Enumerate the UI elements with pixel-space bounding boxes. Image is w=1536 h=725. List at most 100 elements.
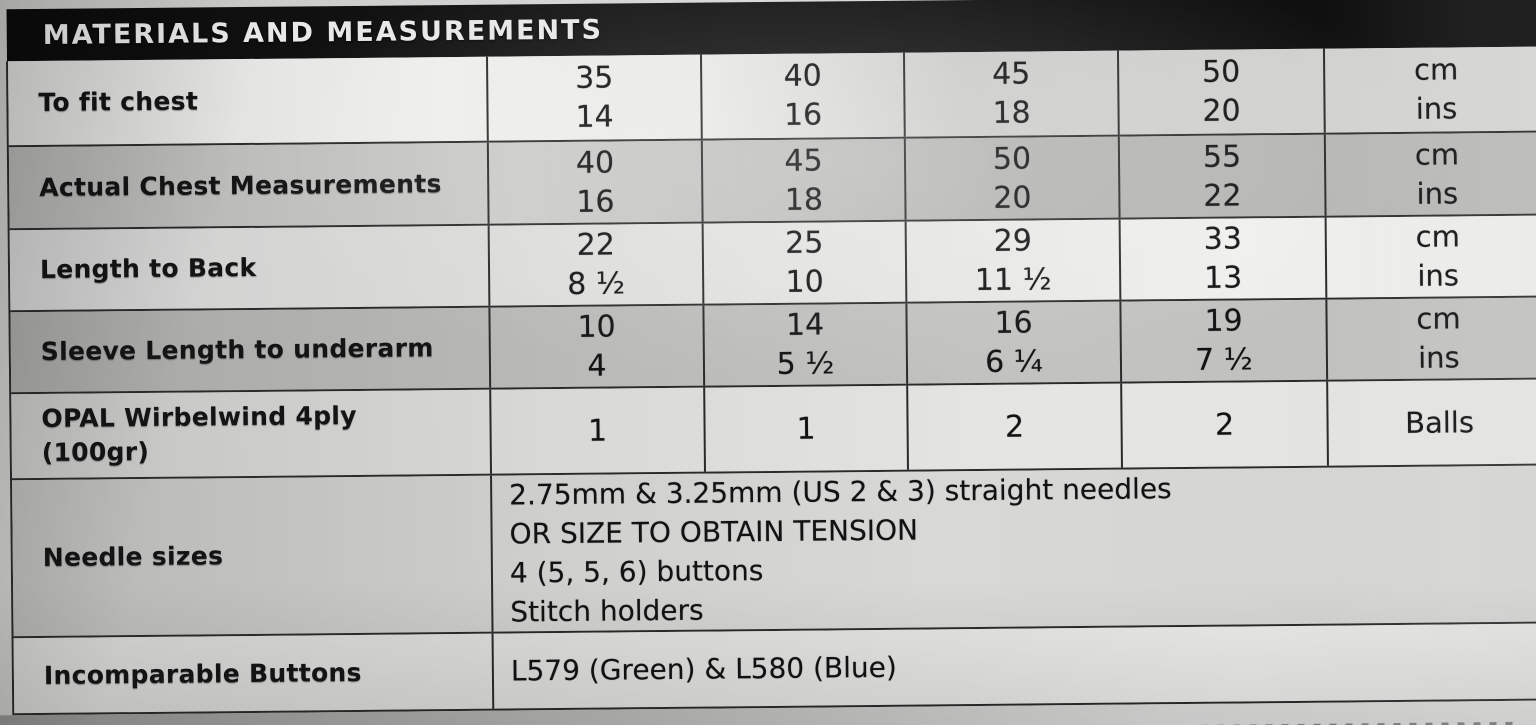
size-value-ins: 11 ½ — [974, 262, 1052, 299]
balls-count: 2 — [1004, 409, 1025, 445]
size-value-cm: 33 — [1203, 221, 1243, 257]
row-label-cell: Sleeve Length to underarm — [10, 308, 489, 393]
size-cell: 2 — [1120, 381, 1327, 468]
unit-label: cm — [1414, 136, 1460, 172]
size-cell: 25 10 — [701, 221, 906, 304]
size-cell: 33 13 — [1118, 217, 1326, 300]
row-label: Needle sizes — [42, 541, 224, 572]
unit-cell: cm ins — [1322, 46, 1536, 133]
size-value-ins: 7 ½ — [1194, 342, 1253, 378]
table-row-yarn-balls: OPAL Wirbelwind 4ply (100gr) 1 1 2 2 Bal… — [11, 379, 1536, 481]
size-value-ins: 18 — [992, 95, 1031, 131]
unit-label: cm — [1416, 301, 1461, 336]
row-label: Actual Chest Measurements — [39, 168, 442, 202]
size-value-cm: 29 — [993, 223, 1033, 259]
unit-cell: cm ins — [1325, 297, 1536, 380]
size-cell: 50 20 — [1116, 48, 1324, 135]
size-value-ins: 20 — [1202, 93, 1241, 129]
size-value-cm: 45 — [991, 56, 1031, 92]
size-value-cm: 35 — [574, 60, 614, 96]
size-value-cm: 19 — [1204, 303, 1243, 339]
needle-line: Stitch holders — [510, 593, 704, 629]
size-value-ins: 8 ½ — [567, 266, 626, 302]
row-label-cell: Needle sizes — [12, 476, 491, 637]
size-value-ins: 20 — [993, 179, 1032, 216]
unit-label: ins — [1417, 340, 1460, 375]
row-label-cell: To fit chest — [8, 57, 487, 146]
size-cell: 19 7 ½ — [1119, 299, 1327, 382]
size-value-cm: 22 — [576, 227, 616, 263]
table-title: MATERIALS AND MEASUREMENTS — [42, 14, 604, 51]
size-value-cm: 16 — [994, 305, 1033, 341]
size-value-ins: 14 — [575, 99, 614, 135]
row-label-line2: (100gr) — [41, 436, 150, 467]
size-cell: 45 18 — [902, 50, 1118, 137]
unit-cell: Balls — [1326, 379, 1536, 466]
buttons-details-cell: L579 (Green) & L580 (Blue) — [491, 623, 1536, 709]
needle-line: 2.75mm & 3.25mm (US 2 & 3) straight need… — [509, 472, 1172, 512]
balls-count: 2 — [1214, 407, 1235, 443]
unit-cell: cm ins — [1323, 132, 1536, 216]
buttons-value: L579 (Green) & L580 (Blue) — [510, 650, 898, 688]
size-value-cm: 10 — [577, 309, 616, 345]
size-value-ins: 4 — [587, 348, 607, 384]
table-row-to-fit-chest: To fit chest 35 14 40 16 45 18 50 20 — [8, 46, 1536, 148]
size-cell: 40 16 — [699, 52, 904, 139]
size-cell: 45 18 — [700, 138, 905, 222]
unit-label: ins — [1417, 258, 1460, 293]
table-row-length-to-back: Length to Back 22 8 ½ 25 10 29 11 ½ 33 1… — [9, 215, 1536, 313]
needle-line: 4 (5, 5, 6) buttons — [509, 554, 764, 590]
row-label-cell: Length to Back — [10, 226, 489, 311]
row-label: Length to Back — [39, 252, 257, 285]
balls-count: 1 — [587, 413, 608, 449]
size-cell: 1 — [489, 387, 704, 474]
size-value-cm: 45 — [784, 142, 823, 179]
size-cell: 2 — [906, 383, 1121, 470]
unit-label: cm — [1413, 52, 1459, 87]
size-value-ins: 22 — [1203, 177, 1242, 214]
table-row-actual-chest: Actual Chest Measurements 40 16 45 18 50… — [8, 132, 1536, 231]
row-label: Sleeve Length to underarm — [40, 333, 434, 366]
unit-label: Balls — [1404, 404, 1475, 440]
unit-cell: cm ins — [1324, 215, 1536, 298]
size-value-cm: 55 — [1202, 138, 1242, 175]
needle-line: OR SIZE TO OBTAIN TENSION — [509, 513, 919, 551]
size-value-cm: 14 — [785, 307, 825, 343]
unit-label: ins — [1415, 91, 1458, 126]
row-label: To fit chest — [38, 86, 199, 118]
size-cell: 29 11 ½ — [904, 219, 1120, 302]
size-value-ins: 16 — [783, 97, 823, 133]
balls-count: 1 — [796, 411, 816, 447]
needle-details-cell: 2.75mm & 3.25mm (US 2 & 3) straight need… — [490, 465, 1536, 632]
size-cell: 16 6 ¼ — [905, 301, 1121, 384]
size-cell: 50 20 — [903, 136, 1119, 220]
size-cell: 55 22 — [1117, 134, 1325, 218]
size-value-ins: 10 — [785, 264, 824, 300]
row-label: Incomparable Buttons — [43, 657, 362, 690]
table-row-sleeve-length: Sleeve Length to underarm 10 4 14 5 ½ 16… — [10, 297, 1536, 395]
size-value-cm: 25 — [785, 225, 824, 261]
table-row-needle-sizes: Needle sizes 2.75mm & 3.25mm (US 2 & 3) … — [12, 465, 1536, 639]
size-cell: 14 5 ½ — [702, 303, 907, 386]
size-cell: 35 14 — [485, 54, 701, 141]
size-value-cm: 50 — [992, 140, 1032, 177]
size-cell: 22 8 ½ — [487, 223, 703, 306]
row-label-cell: OPAL Wirbelwind 4ply (100gr) — [11, 390, 490, 479]
size-value-ins: 6 ¼ — [984, 344, 1043, 380]
size-cell: 10 4 — [488, 305, 704, 388]
size-value-ins: 18 — [784, 181, 824, 218]
unit-label: cm — [1415, 219, 1461, 254]
size-cell: 1 — [703, 385, 907, 472]
row-label-cell: Incomparable Buttons — [14, 634, 493, 714]
size-value-ins: 16 — [576, 183, 615, 220]
table-body: To fit chest 35 14 40 16 45 18 50 20 — [6, 46, 1536, 716]
size-value-cm: 50 — [1201, 54, 1241, 90]
row-label: OPAL Wirbelwind 4ply — [41, 400, 357, 433]
size-cell: 40 16 — [486, 140, 702, 224]
size-value-ins: 5 ½ — [776, 346, 835, 382]
table-row-buttons: Incomparable Buttons L579 (Green) & L580… — [13, 623, 1536, 716]
size-value-cm: 40 — [783, 58, 822, 94]
unit-label: ins — [1416, 175, 1459, 211]
